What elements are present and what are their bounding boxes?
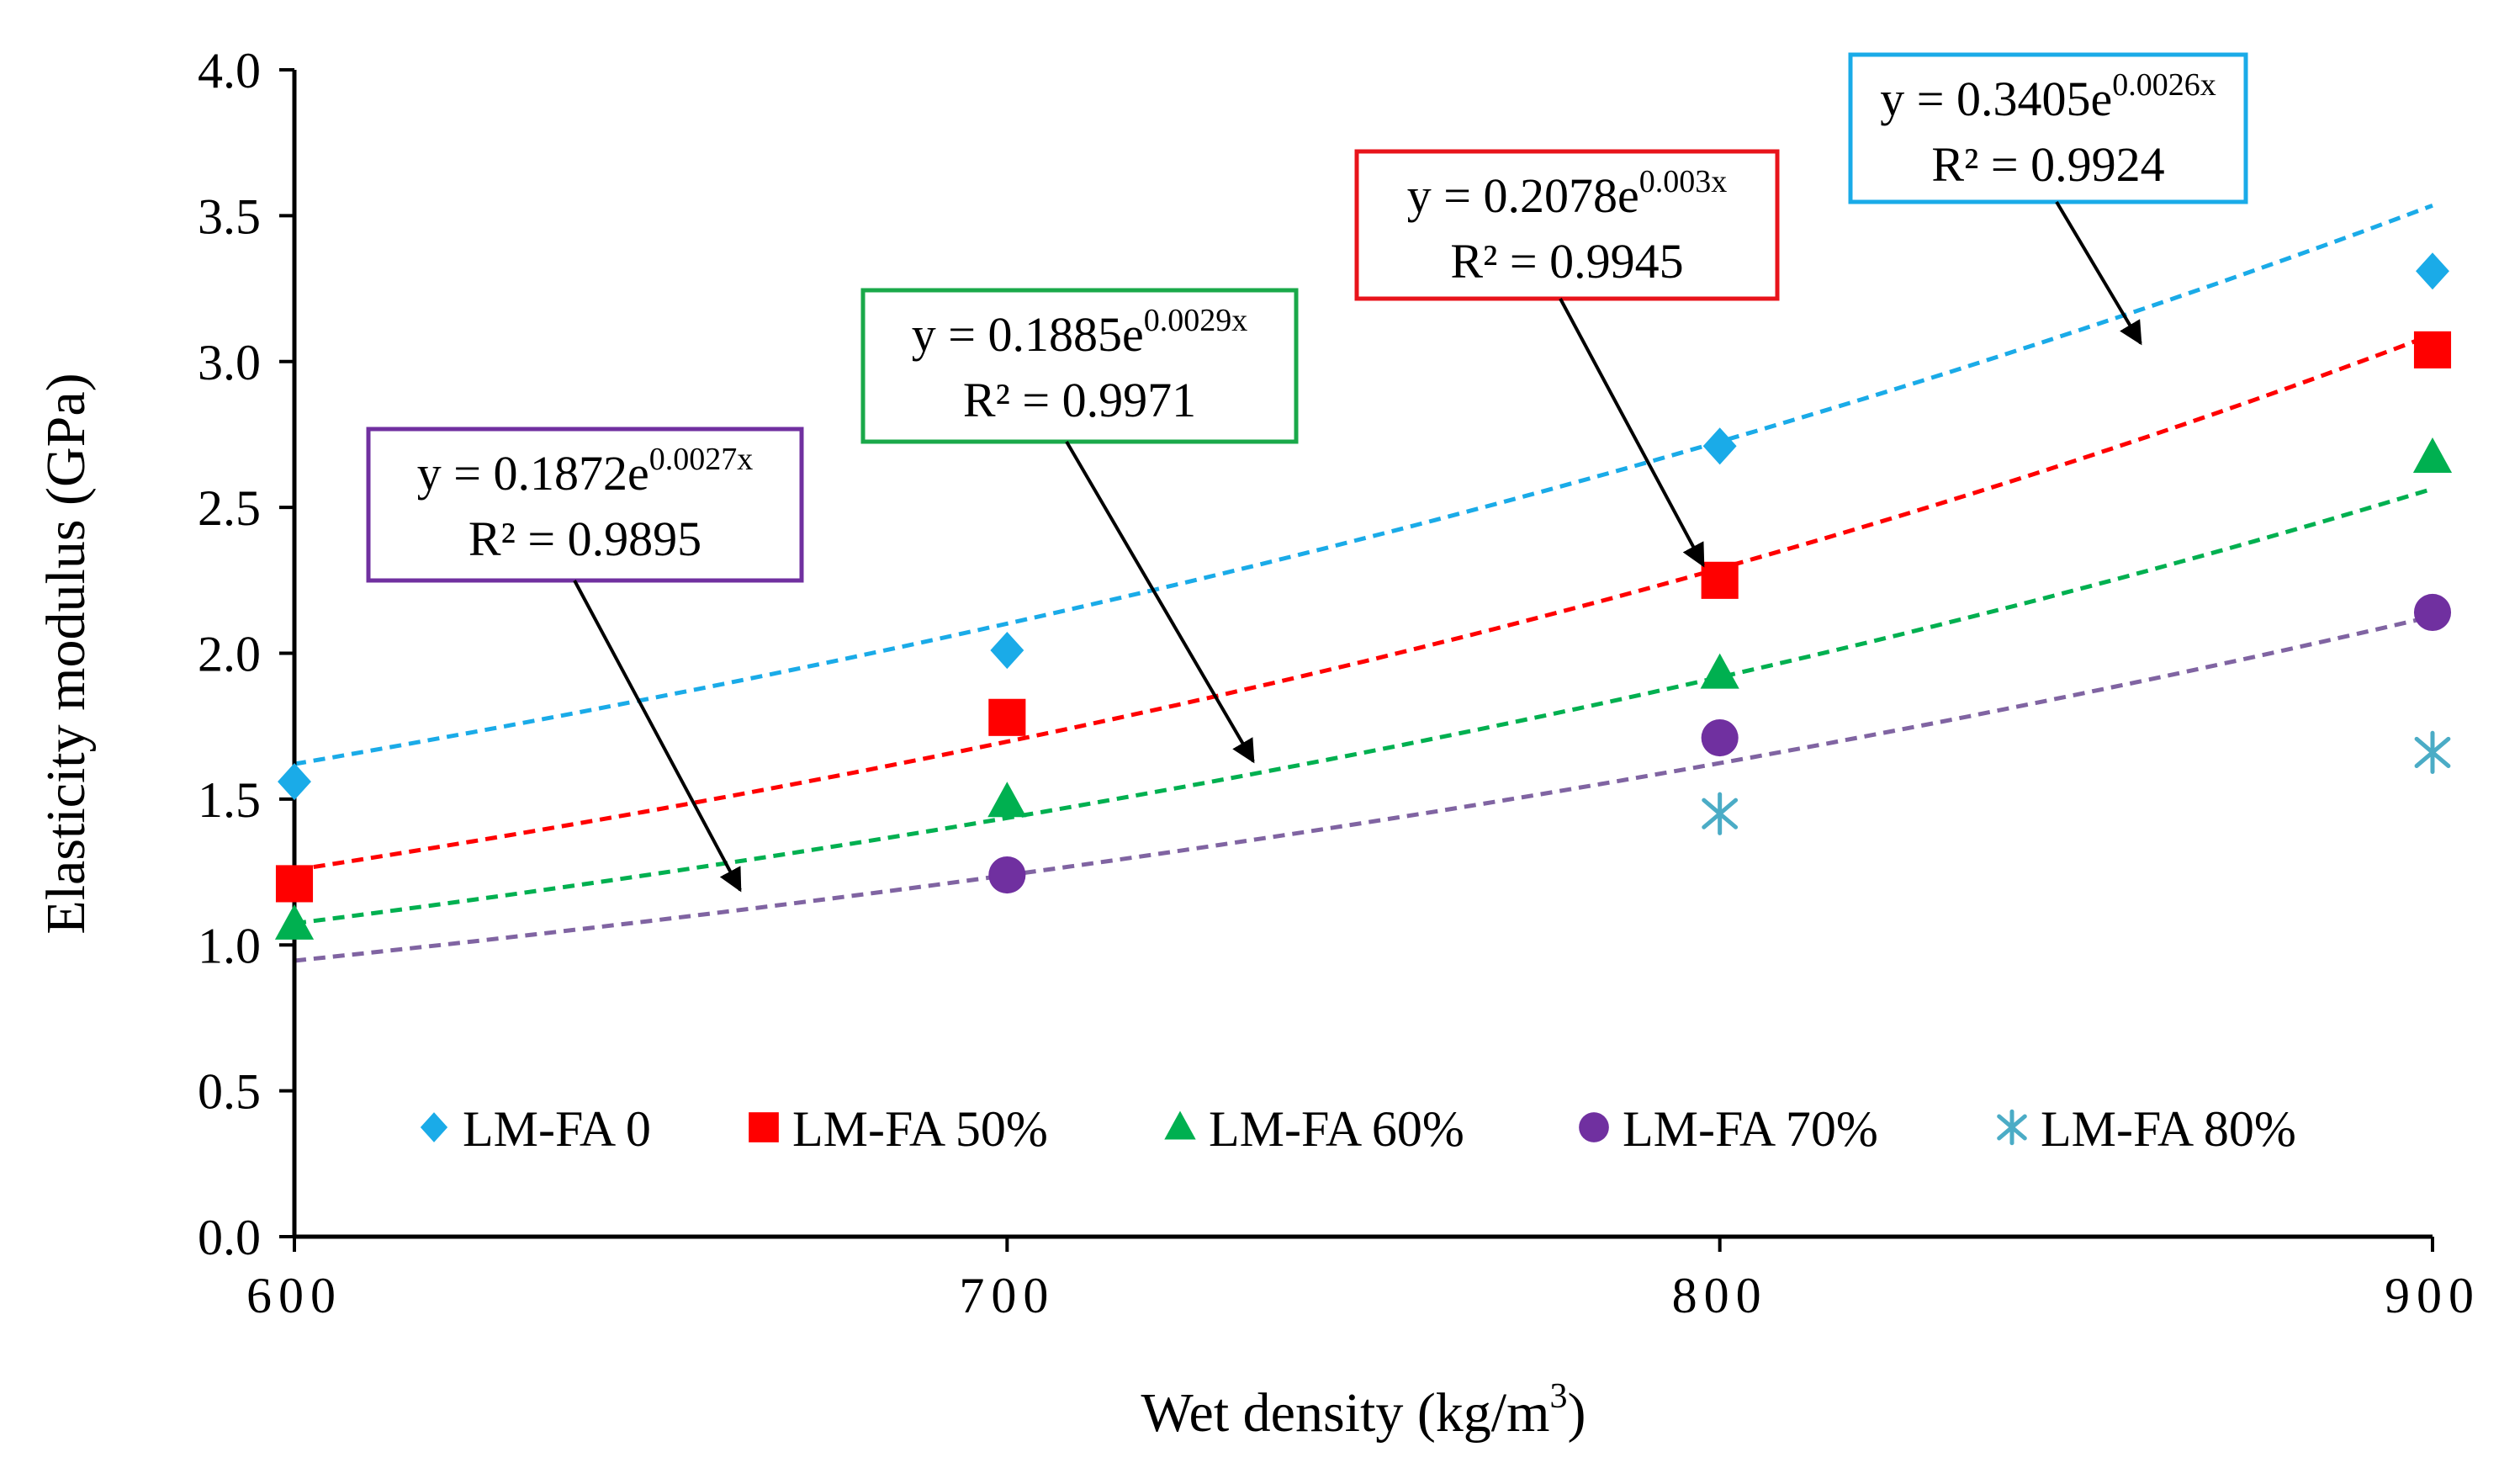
legend-label-lm-fa-50-: LM-FA 50% [792, 1101, 1048, 1157]
equation-text-lm-fa-70-: y = 0.1872e0.0027x [417, 442, 753, 501]
equation-base: y = 0.1872e [417, 446, 649, 501]
x-axis-label-end: ) [1567, 1382, 1586, 1444]
equation-exponent: 0.0026x [2112, 67, 2216, 103]
legend-marker-lm-fa-0 [420, 1112, 448, 1142]
x-axis-label: Wet density (kg/m3) [1141, 1377, 1586, 1444]
annotation-arrow-lm-fa-70- [573, 580, 742, 893]
equation-text-lm-fa-50-: y = 0.2078e0.003x [1407, 164, 1727, 223]
equation-exponent: 0.003x [1639, 164, 1728, 199]
y-tick-label: 1.0 [198, 918, 261, 973]
y-tick-label: 0.5 [198, 1064, 261, 1120]
y-tick-label: 1.5 [198, 772, 261, 828]
point-lm-fa-60- [274, 904, 315, 940]
legend: LM-FA 0 LM-FA 50% LM-FA 60% LM-FA 70% LM-FA … [420, 1101, 2296, 1157]
r-squared-text-lm-fa-50-: R² = 0.9945 [1450, 234, 1683, 289]
equation-box-lm-fa-50- [1354, 149, 1780, 301]
point-lm-fa-70- [988, 856, 1026, 894]
x-tick-label: 800 [1672, 1268, 1768, 1323]
point-lm-fa-70- [2413, 593, 2452, 632]
trendline-lm-fa-50- [294, 332, 2433, 872]
x-tick-label: 700 [959, 1268, 1055, 1323]
ticks: 0.0 0.5 1.0 1.5 2.0 2.5 3.0 3.5 4.0 600 700 800 900 [198, 43, 2480, 1323]
y-tick-label: 2.5 [198, 480, 261, 536]
y-tick-label: 2.0 [198, 627, 261, 682]
legend-label-lm-fa-80-: LM-FA 80% [2041, 1101, 2296, 1157]
legend-marker-lm-fa-80--stroke [1997, 1114, 2027, 1141]
trendline-lm-fa-70- [294, 614, 2433, 963]
trendline-lm-fa-60- [294, 486, 2433, 926]
point-lm-fa-0 [990, 631, 1024, 670]
r-squared-text-lm-fa-70-: R² = 0.9895 [469, 511, 701, 566]
y-tick-label: 3.5 [198, 188, 261, 244]
point-lm-fa-60- [1700, 653, 1739, 689]
point-lm-fa-80--stroke [1702, 798, 1739, 829]
y-tick-label: 3.0 [198, 335, 261, 390]
equation-exponent: 0.0027x [649, 442, 754, 477]
y-tick-label: 0.0 [198, 1210, 261, 1265]
equation-exponent: 0.0029x [1144, 303, 1248, 338]
x-axis-label-main: Wet density (kg/m [1141, 1382, 1550, 1444]
point-lm-fa-0 [1702, 427, 1737, 465]
point-lm-fa-50- [2413, 331, 2452, 368]
legend-marker-lm-fa-60- [1164, 1110, 1196, 1140]
trendline-lm-fa-0 [294, 203, 2433, 766]
point-lm-fa-50- [988, 698, 1026, 736]
x-tick-label: 600 [246, 1268, 342, 1323]
point-lm-fa-50- [275, 865, 314, 903]
equation-text-lm-fa-0: y = 0.3405e0.0026x [1880, 67, 2216, 126]
equation-base: y = 0.1885e [912, 307, 1144, 362]
point-lm-fa-80- [2414, 730, 2451, 774]
legend-marker-lm-fa-70- [1579, 1112, 1609, 1142]
x-axis-label-sup: 3 [1549, 1377, 1567, 1416]
point-lm-fa-0 [278, 763, 311, 801]
legend-label-lm-fa-60-: LM-FA 60% [1209, 1101, 1464, 1157]
x-tick-label: 900 [2385, 1268, 2480, 1323]
point-lm-fa-0 [2416, 252, 2449, 290]
point-lm-fa-80- [1702, 792, 1739, 835]
equation-base: y = 0.2078e [1407, 168, 1639, 223]
legend-marker-lm-fa-50- [749, 1112, 779, 1142]
legend-label-lm-fa-70-: LM-FA 70% [1623, 1101, 1878, 1157]
equation-text-lm-fa-60-: y = 0.1885e0.0029x [912, 303, 1247, 362]
point-lm-fa-60- [2412, 437, 2453, 474]
equation-base: y = 0.3405e [1880, 72, 2112, 126]
annotation-arrow-lm-fa-0 [2055, 200, 2142, 346]
equation-box-lm-fa-60- [860, 288, 1299, 444]
annotations: y = 0.3405e0.0026x R² = 0.9924 y = 0.2078e… [366, 52, 2248, 893]
point-lm-fa-80--stroke [2414, 736, 2451, 768]
r-squared-text-lm-fa-60-: R² = 0.9971 [963, 373, 1196, 427]
legend-label-lm-fa-0: LM-FA 0 [463, 1101, 651, 1157]
y-tick-label: 4.0 [198, 43, 261, 98]
point-lm-fa-60- [987, 782, 1027, 818]
r-squared-text-lm-fa-0: R² = 0.9924 [1931, 137, 2164, 192]
trendlines [294, 203, 2433, 963]
point-lm-fa-70- [1701, 719, 1739, 757]
annotation-arrow-lm-fa-60- [1065, 440, 1255, 764]
y-axis-label: Elasticity modulus (GPa) [35, 373, 97, 934]
equation-box-lm-fa-70- [366, 427, 804, 583]
markers [274, 252, 2453, 940]
equation-box-lm-fa-0 [1848, 52, 2248, 204]
legend-marker-lm-fa-80- [1997, 1109, 2027, 1146]
annotation-arrow-lm-fa-50- [1559, 298, 1705, 568]
point-lm-fa-50- [1701, 561, 1739, 599]
